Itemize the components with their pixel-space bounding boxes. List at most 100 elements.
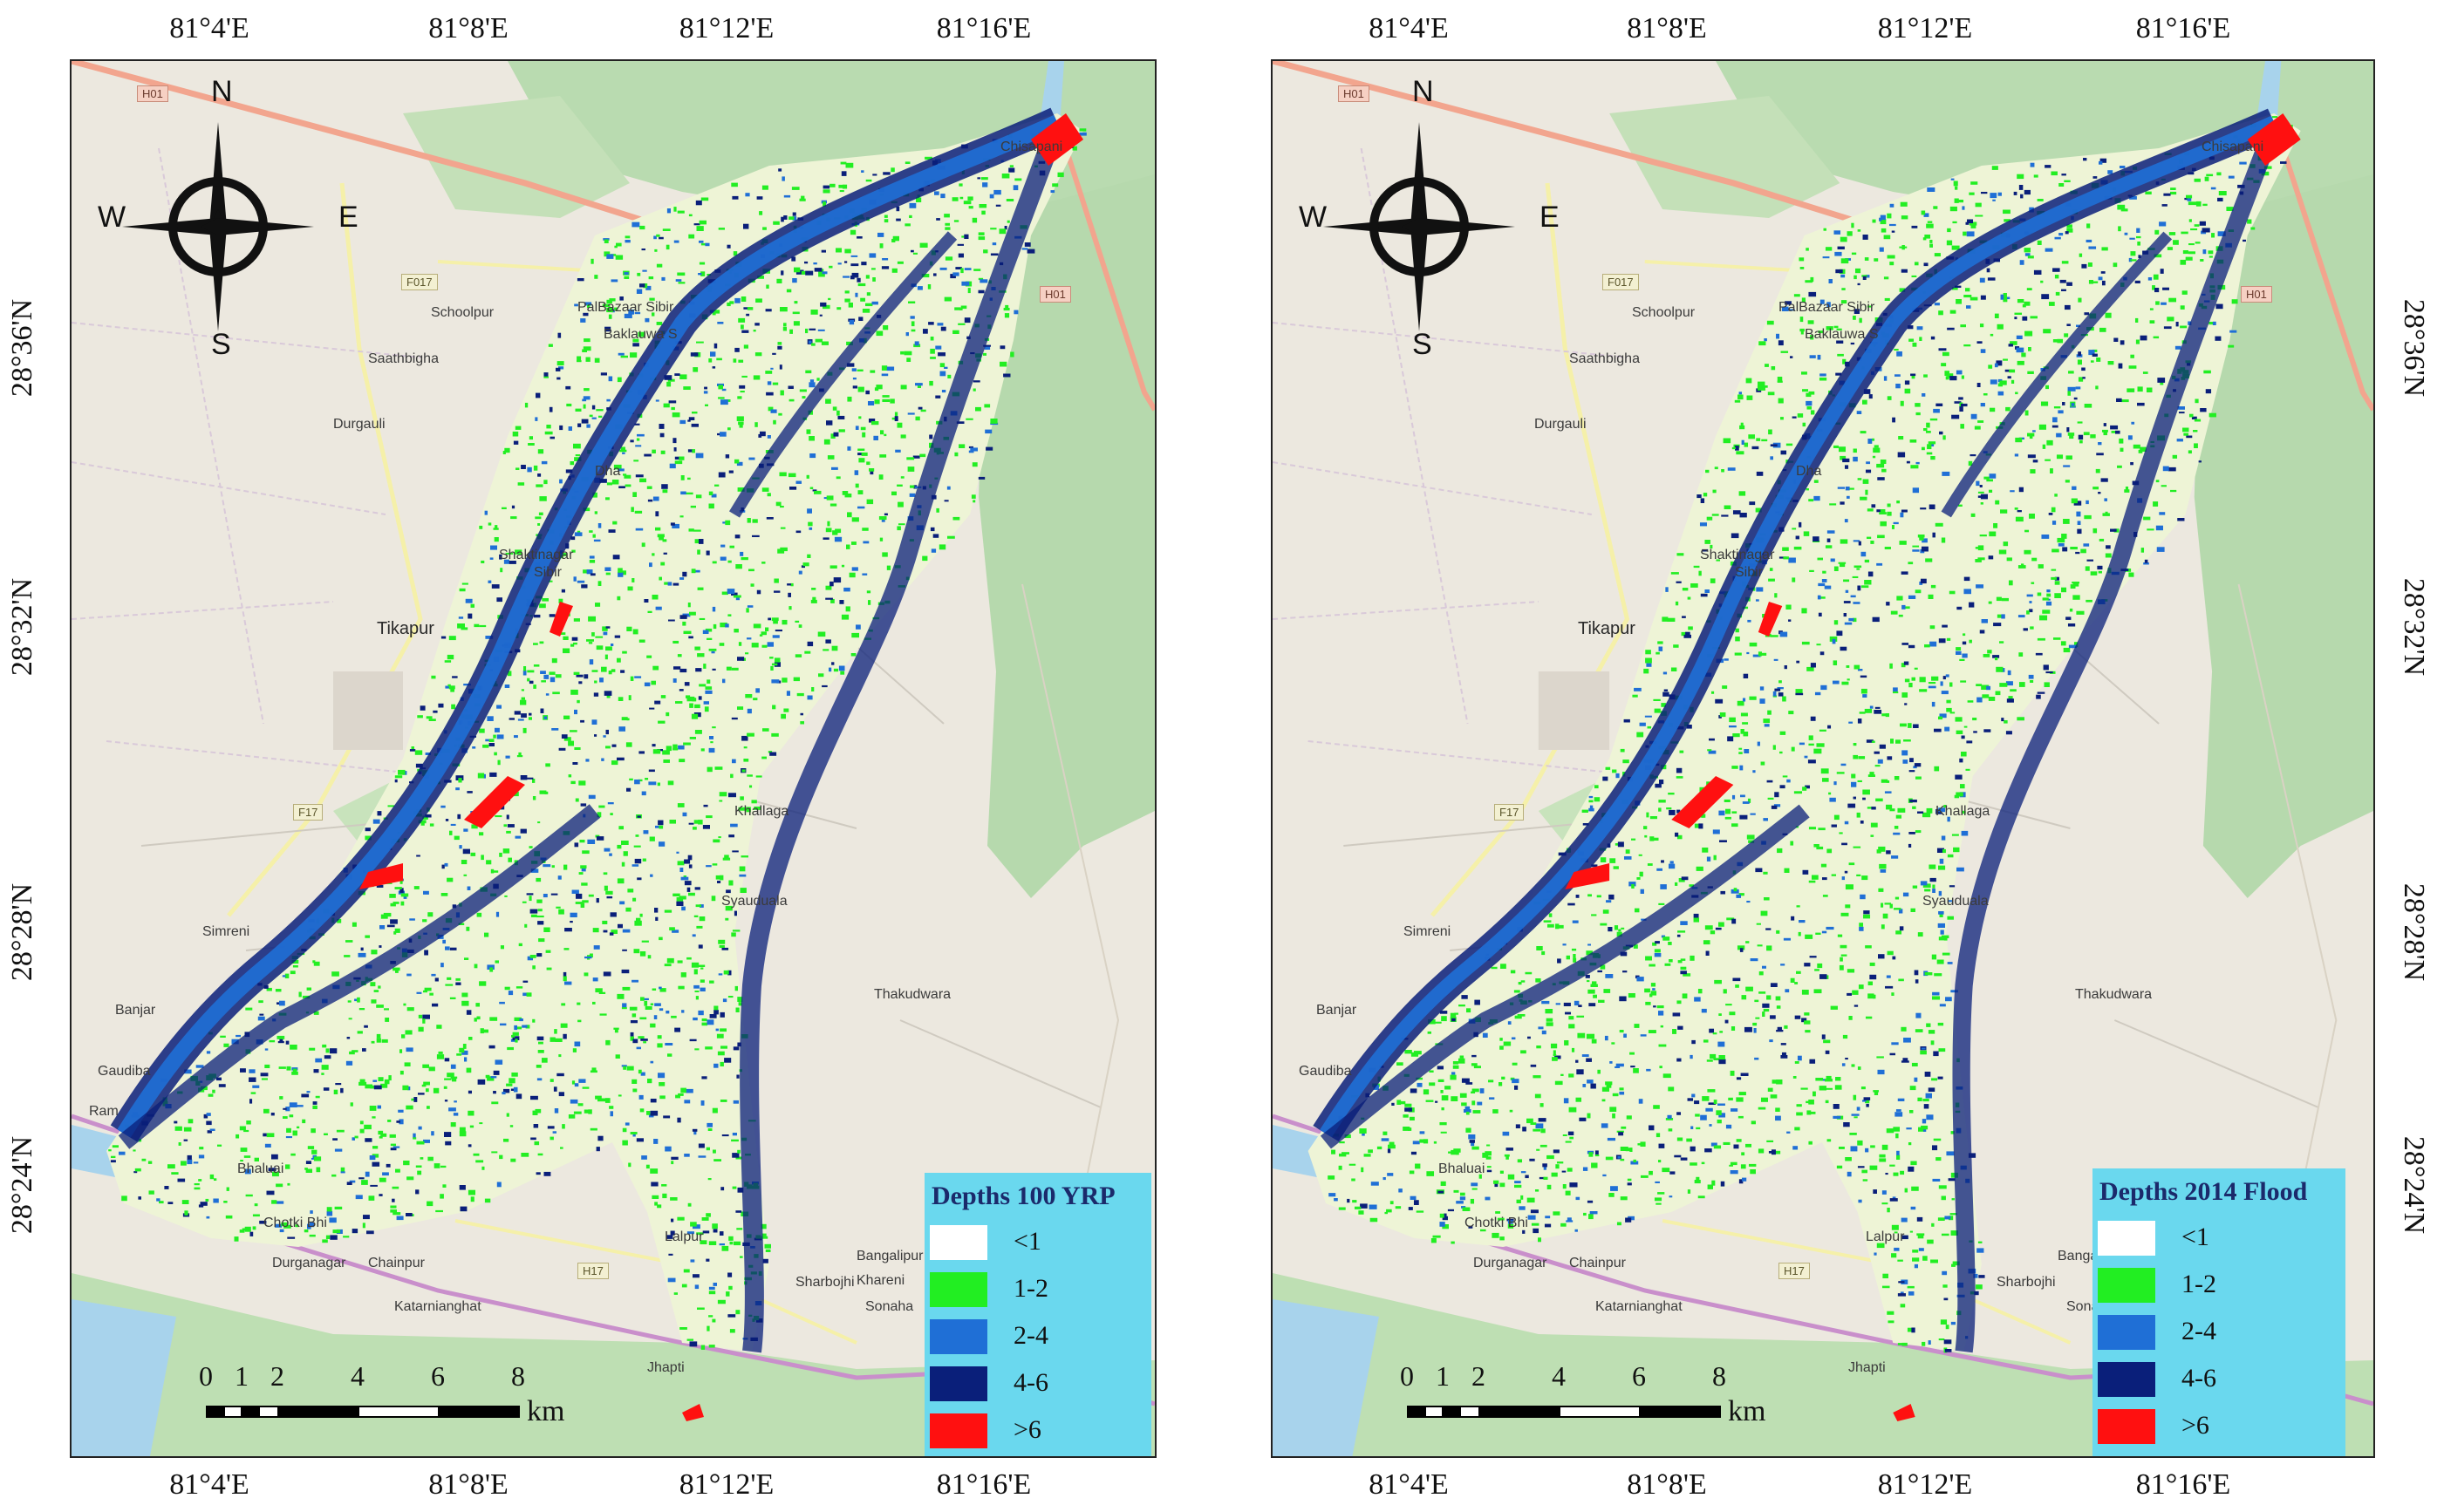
flood-depth-cell [2180, 325, 2188, 329]
flood-depth-cell [2099, 158, 2107, 163]
flood-depth-cell [2010, 490, 2015, 493]
flood-depth-cell [695, 200, 702, 206]
flood-depth-cell [1995, 657, 1998, 661]
flood-depth-cell [1746, 651, 1750, 655]
flood-depth-cell [708, 1291, 716, 1295]
flood-depth-cell [1749, 696, 1757, 700]
flood-depth-cell [900, 434, 906, 439]
flood-depth-cell [845, 606, 850, 612]
flood-depth-cell [1713, 1058, 1719, 1060]
flood-depth-cell [1836, 630, 1843, 637]
flood-depth-cell [445, 685, 454, 689]
flood-depth-cell [549, 671, 556, 675]
flood-depth-cell [635, 474, 644, 478]
flood-depth-cell [532, 1018, 536, 1023]
flood-depth-cell [406, 1047, 413, 1052]
flood-depth-cell [630, 676, 634, 681]
flood-depth-cell [731, 592, 738, 596]
flood-depth-cell [823, 439, 830, 445]
flood-depth-cell [371, 1040, 375, 1044]
flood-depth-cell [963, 201, 972, 205]
flood-depth-cell [758, 433, 762, 438]
flood-depth-cell [1949, 682, 1953, 687]
flood-depth-cell [850, 653, 857, 657]
flood-depth-cell [1806, 248, 1809, 251]
flood-depth-cell [552, 691, 560, 695]
flood-depth-cell [326, 1210, 333, 1216]
flood-depth-cell [406, 1105, 413, 1110]
flood-depth-cell [583, 346, 591, 351]
map-frame[interactable]: Chisapani Schoolpur PalBazaar Sibir Bakl… [70, 59, 1157, 1458]
flood-depth-cell [1710, 930, 1716, 935]
flood-depth-cell [1738, 893, 1744, 896]
flood-depth-cell [879, 454, 887, 458]
flood-depth-cell [275, 989, 282, 992]
flood-depth-cell [773, 221, 780, 225]
flood-depth-cell [829, 565, 837, 569]
flood-depth-cell [276, 1183, 283, 1188]
flood-depth-cell [461, 860, 468, 865]
flood-depth-cell [652, 496, 659, 501]
flood-depth-cell [1328, 1175, 1335, 1180]
flood-depth-cell [617, 596, 621, 601]
flood-depth-cell [504, 895, 508, 897]
flood-depth-cell [608, 376, 613, 382]
flood-depth-cell [495, 525, 498, 528]
flood-depth-cell [536, 877, 542, 882]
flood-depth-cell [1885, 985, 1894, 989]
flood-depth-cell [2190, 228, 2198, 231]
flood-depth-cell [290, 1045, 297, 1050]
flood-depth-cell [1904, 703, 1908, 705]
flood-depth-cell [944, 296, 952, 302]
flood-depth-cell [1941, 1195, 1946, 1201]
flood-depth-cell [2243, 239, 2246, 242]
flood-depth-cell [679, 374, 687, 379]
flood-depth-cell [1866, 536, 1872, 539]
flood-depth-cell [1853, 602, 1860, 604]
flood-depth-cell [1861, 875, 1868, 881]
flood-depth-cell [533, 614, 541, 618]
flood-depth-cell [521, 697, 525, 700]
flood-depth-cell [242, 1228, 249, 1231]
flood-depth-cell [1622, 971, 1628, 973]
flood-depth-cell [795, 654, 802, 657]
flood-depth-cell [1926, 1114, 1934, 1120]
flood-depth-cell [2084, 312, 2090, 316]
flood-depth-cell [681, 1010, 685, 1013]
flood-depth-cell [474, 1018, 477, 1022]
flood-depth-cell [836, 248, 842, 253]
flood-depth-cell [436, 1054, 445, 1059]
flood-depth-cell [1644, 988, 1650, 993]
flood-depth-cell [2081, 367, 2086, 371]
flood-depth-cell [686, 1338, 693, 1341]
flood-depth-cell [485, 636, 494, 639]
flood-depth-cell [680, 1087, 686, 1093]
flood-depth-cell [223, 1043, 229, 1047]
flood-depth-cell [581, 584, 588, 589]
flood-depth-cell [469, 1125, 474, 1128]
flood-depth-cell [1772, 691, 1777, 697]
flood-depth-cell [631, 221, 640, 228]
flood-depth-cell [2008, 344, 2013, 347]
flood-depth-cell [805, 270, 814, 276]
flood-depth-cell [585, 759, 590, 762]
flood-depth-cell [536, 1036, 544, 1041]
flood-depth-cell [645, 317, 650, 323]
flood-depth-cell [593, 692, 599, 697]
flood-depth-cell [659, 576, 662, 581]
map-frame[interactable]: Chisapani Schoolpur PalBazaar Sibir Bakl… [1271, 59, 2375, 1458]
lat-label: 28°28'N [6, 882, 39, 982]
flood-depth-cell [1756, 471, 1764, 476]
flood-depth-cell [2092, 349, 2098, 352]
flood-depth-cell [1813, 495, 1820, 501]
flood-depth-cell [654, 1202, 658, 1206]
flood-depth-cell [440, 636, 447, 639]
flood-depth-cell [1718, 810, 1725, 816]
flood-depth-cell [712, 561, 717, 564]
flood-depth-cell [584, 956, 592, 959]
flood-depth-cell [645, 1005, 652, 1010]
flood-depth-cell [749, 785, 753, 788]
flood-depth-cell [2065, 231, 2069, 235]
flood-depth-cell [871, 268, 876, 270]
scale-tick: 0 [199, 1360, 213, 1392]
